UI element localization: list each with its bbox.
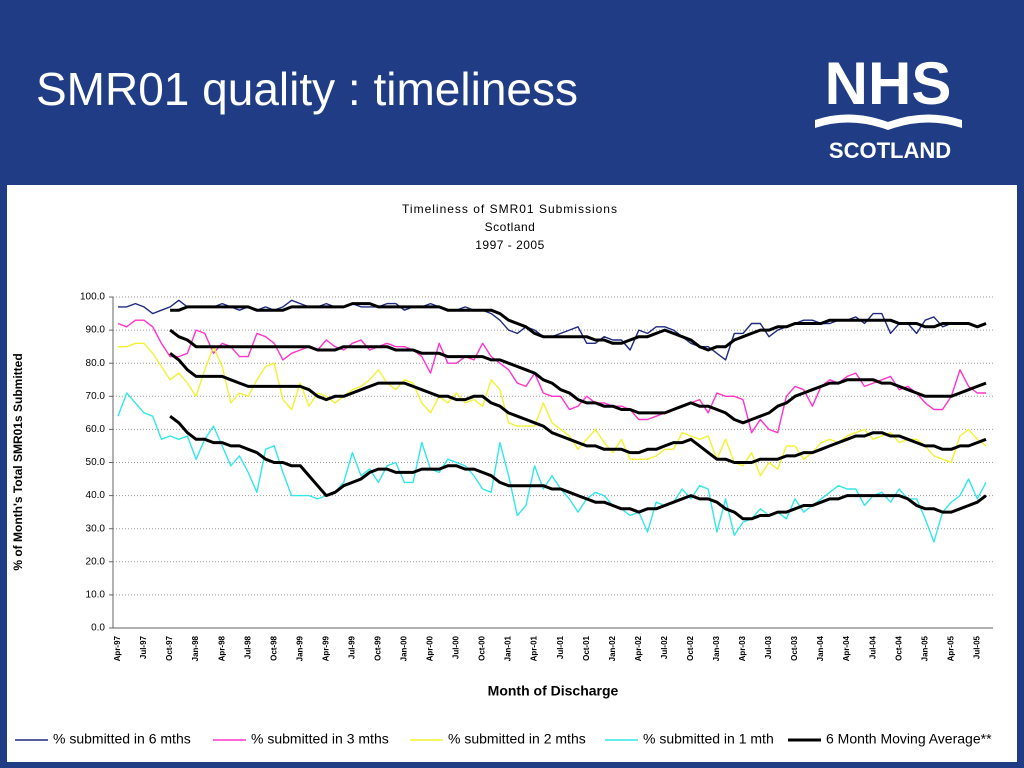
y-tick-label: 30.0: [86, 523, 106, 534]
logo-text: NHS: [825, 50, 952, 117]
x-tick-label: Apr-04: [842, 635, 851, 661]
y-tick-label: 100.0: [80, 292, 105, 303]
x-tick-label: Jan-03: [712, 635, 721, 661]
legend-label: % submitted in 2 mths: [448, 731, 586, 747]
x-tick-label: Jul-01: [556, 635, 565, 659]
chart: Timeliness of SMR01 Submissions Scotland 1…: [11, 202, 993, 747]
x-tick-label: Oct-97: [165, 635, 174, 660]
x-tick-label: Oct-02: [686, 635, 695, 660]
y-tick-label: 0.0: [91, 623, 105, 634]
x-tick-label: Apr-02: [634, 635, 643, 661]
x-tick-label: Apr-97: [113, 635, 122, 661]
x-tick-label: Jan-02: [608, 635, 617, 661]
x-tick-label: Jul-05: [972, 635, 981, 659]
x-axis-label: Month of Discharge: [488, 683, 619, 699]
x-tick-label: Oct-03: [790, 635, 799, 660]
series-line: [117, 392, 987, 543]
x-tick-label: Oct-01: [582, 635, 591, 660]
moving-average-line: [169, 415, 987, 521]
logo-subtext: SCOTLAND: [829, 138, 951, 163]
y-tick-label: 60.0: [86, 424, 106, 435]
x-tick-label: Jul-04: [868, 635, 877, 659]
x-tick-label: Oct-00: [478, 635, 487, 660]
legend-label: % submitted in 3 mths: [251, 731, 389, 747]
slide-title: SMR01 quality : timeliness: [36, 63, 578, 115]
x-tick-label: Oct-99: [374, 635, 383, 660]
legend-label: 6 Month Moving Average**: [826, 731, 992, 747]
moving-average-line: [169, 328, 987, 425]
y-tick-label: 90.0: [86, 325, 106, 336]
x-tick-label: Jul-03: [764, 635, 773, 659]
x-tick-label: Jan-99: [295, 635, 304, 661]
y-tick-label: 50.0: [86, 457, 106, 468]
x-tick-label: Jul-02: [660, 635, 669, 659]
y-axis-label: % of Month's Total SMR01s Submitted: [11, 353, 25, 570]
moving-average-line: [169, 352, 987, 464]
x-tick-label: Jul-97: [139, 635, 148, 659]
y-tick-label: 80.0: [86, 358, 106, 369]
x-tick-label: Apr-05: [946, 635, 955, 661]
y-tick-label: 10.0: [86, 590, 106, 601]
x-tick-label: Jan-05: [920, 635, 929, 661]
y-tick-label: 20.0: [86, 556, 106, 567]
x-tick-label: Apr-98: [217, 635, 226, 661]
x-tick-label: Jul-99: [347, 635, 356, 659]
chart-panel: [7, 185, 1017, 762]
y-tick-label: 70.0: [86, 391, 106, 402]
x-tick-label: Jul-98: [243, 635, 252, 659]
x-tick-label: Jan-01: [504, 635, 513, 661]
x-tick-label: Apr-99: [321, 635, 330, 661]
legend-label: % submitted in 1 mth: [643, 731, 774, 747]
x-tick-label: Apr-01: [530, 635, 539, 661]
x-tick-label: Jul-00: [452, 635, 461, 659]
x-tick-label: Jan-00: [400, 635, 409, 661]
chart-title: Scotland: [485, 220, 536, 234]
moving-average-line: [170, 302, 987, 352]
x-tick-label: Apr-03: [738, 635, 747, 661]
x-tick-label: Apr-00: [426, 635, 435, 661]
x-tick-label: Jan-04: [816, 635, 825, 661]
x-tick-label: Oct-98: [269, 635, 278, 660]
x-tick-label: Jan-98: [191, 635, 200, 661]
x-tick-label: Oct-04: [894, 635, 903, 660]
chart-title: 1997 - 2005: [475, 238, 545, 252]
chart-title: Timeliness of SMR01 Submissions: [402, 202, 618, 216]
y-tick-label: 40.0: [86, 490, 106, 501]
legend-label: % submitted in 6 mths: [53, 731, 191, 747]
logo-wave: [815, 114, 962, 130]
